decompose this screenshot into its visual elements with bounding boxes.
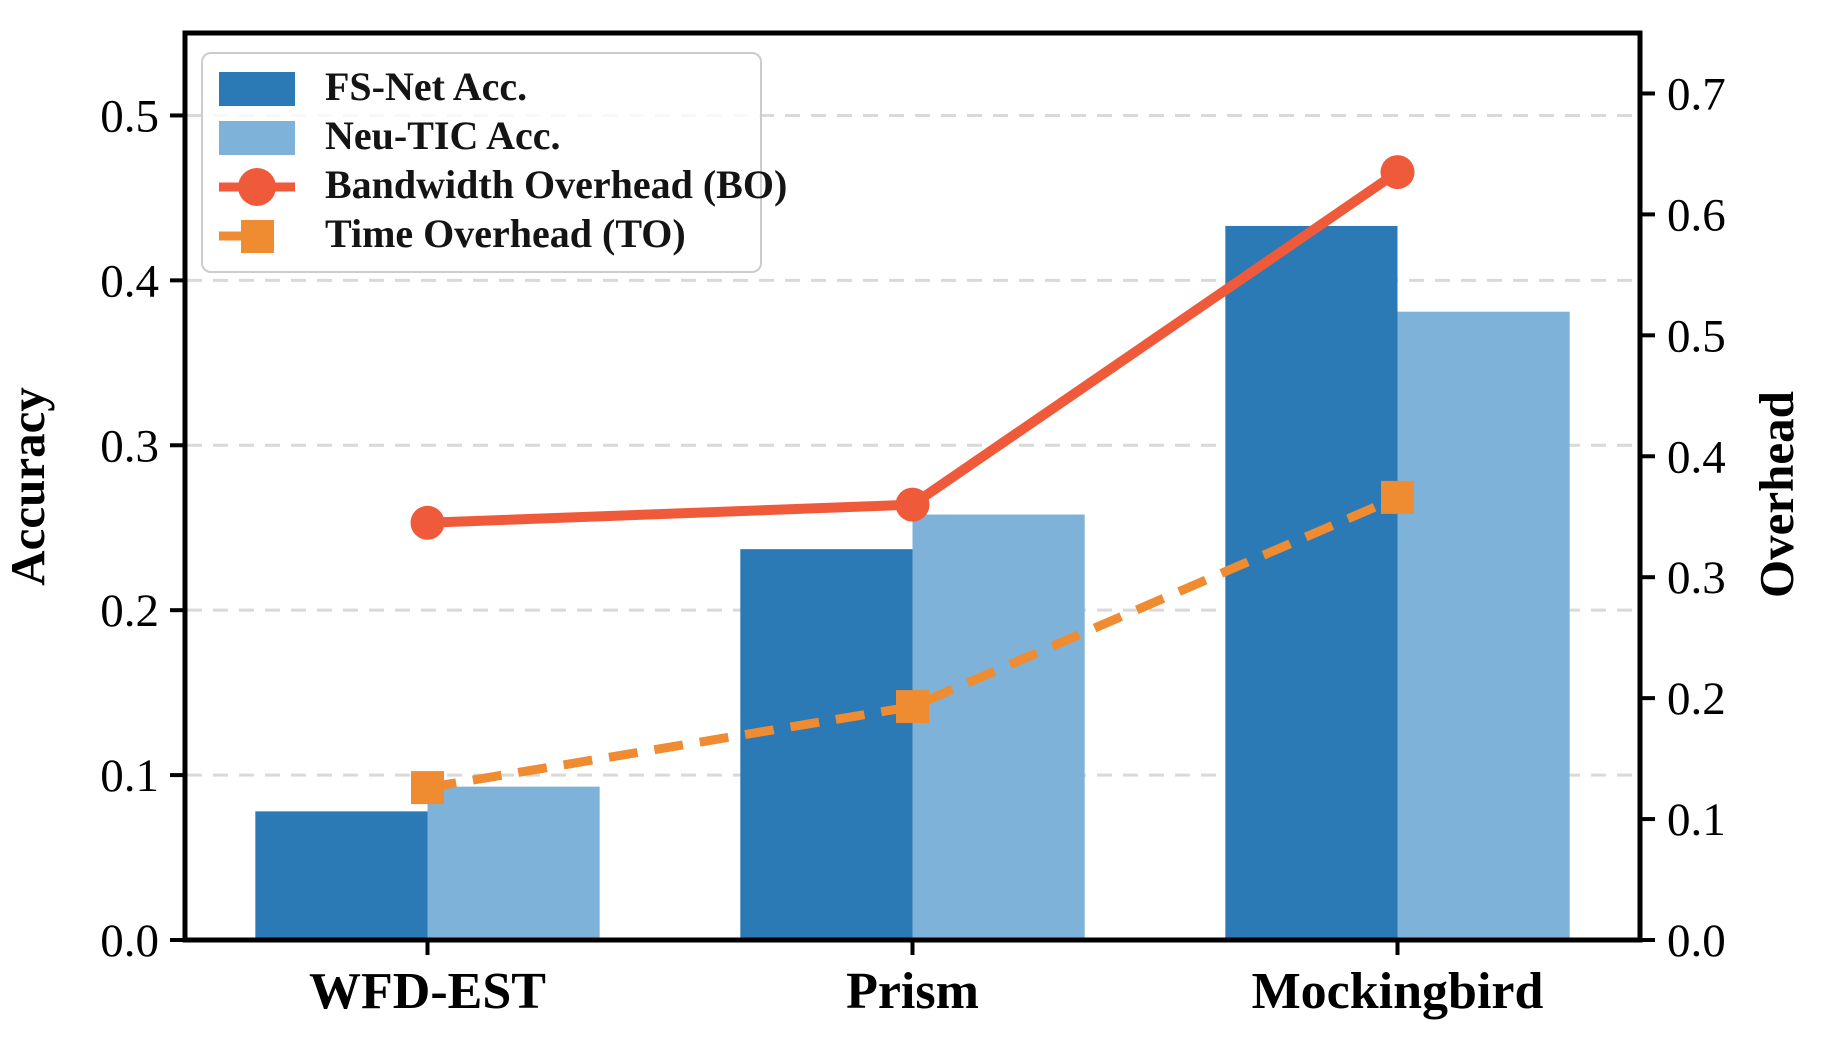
legend-label-neutic: Neu-TIC Acc. (325, 112, 561, 158)
left-tick-label: 0.1 (100, 750, 159, 802)
marker-square-Prism (896, 690, 929, 724)
right-tick-label: 0.1 (1667, 794, 1726, 846)
right-tick-label: 0.5 (1667, 310, 1726, 362)
x-category-label: Mockingbird (1252, 963, 1544, 1020)
left-tick-label: 0.3 (100, 420, 159, 472)
legend: FS-Net Acc. Neu-TIC Acc. Bandwidth Overh… (201, 52, 787, 273)
bo-circle-marker-icon (238, 168, 276, 207)
marker-circle-Prism (895, 487, 930, 522)
legend-label-bo: Bandwidth Overhead (BO) (325, 162, 788, 208)
right-tick-label: 0.6 (1667, 189, 1726, 241)
legend-item-bo: Bandwidth Overhead (BO) (219, 165, 787, 209)
marker-circle-Mockingbird (1380, 155, 1415, 190)
x-axis (425, 940, 1400, 955)
right-tick-label: 0.3 (1667, 552, 1726, 604)
bars (255, 225, 1570, 941)
bar-fsnet-WFD-EST (255, 811, 428, 940)
x-category-label: Prism (846, 963, 979, 1020)
right-tick-label: 0.0 (1667, 915, 1726, 967)
legend-item-fsnet: FS-Net Acc. (219, 63, 746, 111)
bar-fsnet-Mockingbird (1225, 225, 1398, 941)
bar-neutic-WFD-EST (427, 786, 600, 940)
to-marker-container (219, 215, 295, 257)
left-tick-label: 0.0 (100, 915, 159, 967)
legend-item-to: Time Overhead (TO) (219, 214, 746, 258)
bar-neutic-Prism (912, 514, 1085, 940)
right-tick-label: 0.4 (1667, 431, 1726, 483)
marker-square-WFD-EST (411, 771, 444, 805)
x-category-label: WFD-EST (309, 963, 546, 1020)
to-square-marker-icon (240, 219, 274, 253)
right-axis (1640, 91, 1655, 942)
fsnet-bar-swatch-icon (219, 71, 295, 106)
bar-fsnet-Prism (740, 549, 913, 940)
neutic-bar-swatch-icon (219, 120, 295, 155)
left-tick-label: 0.5 (100, 90, 159, 142)
left-axis-title: Accuracy (0, 387, 55, 586)
marker-square-Mockingbird (1381, 480, 1414, 514)
legend-item-neutic: Neu-TIC Acc. (219, 112, 746, 160)
line-series-bo (410, 155, 1415, 540)
legend-label-fsnet: FS-Net Acc. (325, 63, 528, 109)
bo-marker-container (219, 166, 295, 208)
line-path (426, 493, 1400, 793)
left-tick-label: 0.2 (100, 585, 159, 637)
left-tick-label: 0.4 (100, 255, 159, 307)
right-tick-label: 0.7 (1667, 68, 1726, 120)
left-axis (170, 113, 185, 942)
line-series-to (411, 480, 1414, 805)
right-tick-label: 0.2 (1667, 673, 1726, 725)
bar-neutic-Mockingbird (1397, 311, 1570, 940)
legend-label-to: Time Overhead (TO) (325, 211, 686, 257)
fsnet-swatch-container (219, 68, 295, 110)
right-axis-title: Overhead (1749, 391, 1804, 598)
neutic-swatch-container (219, 117, 295, 159)
marker-circle-WFD-EST (410, 505, 445, 540)
